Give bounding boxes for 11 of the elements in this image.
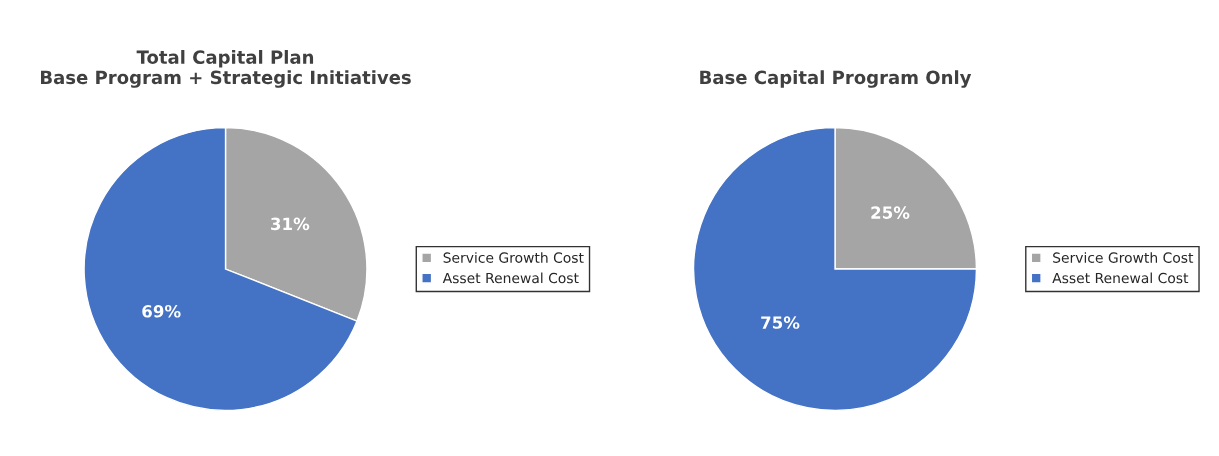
data-label: 31%	[271, 217, 310, 231]
chart-title: Total Capital Plan Base Program + Strategic Initiatives	[41, 50, 411, 88]
legend-label: Asset Renewal Cost	[442, 272, 579, 284]
data-label: 69%	[142, 304, 181, 318]
chart-title: Base Capital Program Only	[700, 70, 972, 88]
data-label: 25%	[871, 206, 910, 219]
legend-label: Asset Renewal Cost	[1052, 272, 1189, 284]
legend-label: Service Growth Cost	[1053, 252, 1194, 263]
pie-slice	[692, 126, 978, 412]
legend-label: Service Growth Cost	[443, 252, 584, 263]
data-label: 75%	[761, 316, 800, 329]
